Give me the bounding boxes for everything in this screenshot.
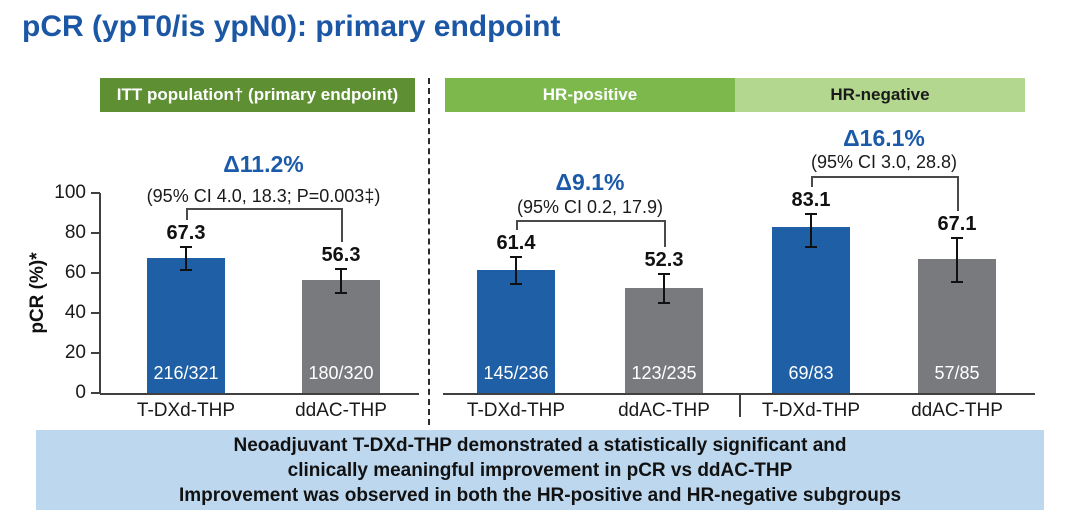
error-bar-cap-top bbox=[510, 255, 522, 258]
error-bar-cap-bottom bbox=[951, 281, 963, 283]
y-tick-mark bbox=[91, 272, 100, 274]
banner-line-3: Improvement was observed in both the HR-… bbox=[178, 484, 902, 506]
bar-count-label: 216/321 bbox=[153, 363, 219, 383]
panel-divider-dashed-line bbox=[428, 78, 430, 425]
y-tick-label: 20 bbox=[64, 342, 86, 363]
error-bar-cap-bottom bbox=[180, 269, 192, 272]
error-bar-line bbox=[663, 275, 665, 302]
bar-value-label: 67.1 bbox=[937, 213, 977, 236]
error-bar-cap-top bbox=[658, 273, 670, 276]
error-bar-cap-bottom bbox=[335, 291, 347, 294]
bar-value-label: 56.3 bbox=[321, 243, 361, 266]
bracket-leg-left-hr-negative bbox=[811, 176, 813, 187]
banner-line-1: Neoadjuvant T-DXd-THP demonstrated a sta… bbox=[233, 434, 847, 456]
y-tick-label: 100 bbox=[54, 182, 86, 203]
bracket-leg-right-hr-negative bbox=[957, 176, 959, 212]
y-tick-mark bbox=[91, 232, 100, 234]
ci-label-hr-positive: (95% CI 0.2, 17.9) bbox=[516, 197, 664, 217]
y-tick-mark bbox=[91, 312, 100, 314]
error-bar-line bbox=[515, 257, 517, 284]
banner-line-2: clinically meaningful improvement in pCR… bbox=[287, 459, 793, 481]
bar-hr-positive-t-dxd-thp bbox=[477, 270, 555, 393]
y-tick-mark bbox=[91, 352, 100, 354]
x-tick-label: ddAC-THP bbox=[295, 400, 387, 421]
y-axis-line bbox=[99, 193, 101, 393]
y-tick-label: 60 bbox=[64, 262, 86, 283]
bar-count-label: 57/85 bbox=[934, 363, 980, 383]
bracket-leg-left-itt bbox=[186, 208, 188, 221]
delta-label-hr-positive: Δ9.1% bbox=[555, 169, 625, 195]
bracket-horizontal-hr-negative bbox=[811, 176, 959, 178]
bar-itt-ddac-thp bbox=[302, 280, 380, 393]
y-tick-mark bbox=[91, 192, 100, 194]
bar-count-label: 123/235 bbox=[631, 363, 697, 383]
bar-count-label: 69/83 bbox=[788, 363, 834, 383]
x-tick-label: T-DXd-THP bbox=[136, 400, 236, 421]
panel-header-hr-positive: HR-positive bbox=[445, 78, 735, 112]
panel-header-itt: ITT population† (primary endpoint) bbox=[100, 78, 415, 112]
y-tick-label: 40 bbox=[64, 302, 86, 323]
bar-count-label: 180/320 bbox=[308, 363, 374, 383]
x-tick-label: ddAC-THP bbox=[911, 400, 1003, 421]
error-bar-line bbox=[340, 269, 342, 292]
error-bar-cap-bottom bbox=[805, 246, 817, 249]
slide-title: pCR (ypT0/is ypN0): primary endpoint bbox=[22, 10, 561, 43]
bar-itt-t-dxd-thp bbox=[147, 258, 225, 393]
error-bar-cap-top bbox=[180, 246, 192, 249]
error-bar-cap-top bbox=[335, 267, 347, 270]
error-bar-line bbox=[956, 239, 958, 281]
error-bar-cap-bottom bbox=[510, 283, 522, 286]
summary-banner: Neoadjuvant T-DXd-THP demonstrated a sta… bbox=[36, 430, 1044, 510]
bar-hr-positive-ddac-thp bbox=[625, 288, 703, 393]
error-bar-line bbox=[810, 215, 812, 247]
x-tick-label: T-DXd-THP bbox=[761, 400, 861, 421]
y-tick-mark bbox=[91, 392, 100, 394]
y-tick-label: 0 bbox=[75, 382, 86, 403]
error-bar-cap-top bbox=[951, 237, 963, 240]
bar-value-label: 83.1 bbox=[791, 189, 831, 211]
bar-value-label: 67.3 bbox=[166, 222, 206, 245]
bracket-horizontal-itt bbox=[186, 208, 343, 210]
bar-count-label: 145/236 bbox=[483, 363, 549, 383]
x-tick-label: ddAC-THP bbox=[618, 400, 710, 421]
bracket-leg-right-hr-positive bbox=[664, 220, 666, 248]
error-bar-cap-bottom bbox=[658, 301, 670, 304]
bracket-horizontal-hr-positive bbox=[516, 220, 666, 222]
error-bar-line bbox=[185, 248, 187, 270]
x-tick-label: T-DXd-THP bbox=[466, 400, 566, 421]
ci-label-itt: (95% CI 4.0, 18.3; P=0.003‡) bbox=[146, 186, 381, 206]
ci-label-hr-negative: (95% CI 3.0, 28.8) bbox=[810, 152, 958, 172]
delta-label-itt: Δ11.2% bbox=[223, 151, 304, 177]
bar-value-label: 52.3 bbox=[644, 249, 684, 272]
panel-header-hr-negative: HR-negative bbox=[735, 78, 1025, 112]
bracket-leg-right-itt bbox=[341, 208, 343, 242]
bar-hr-negative-t-dxd-thp bbox=[772, 226, 850, 393]
bar-value-label: 61.4 bbox=[496, 231, 536, 254]
y-tick-label: 80 bbox=[64, 222, 86, 243]
x-axis-line-itt bbox=[100, 393, 419, 395]
delta-label-hr-negative: Δ16.1% bbox=[843, 125, 925, 151]
subgroup-divider-tick bbox=[739, 393, 741, 417]
error-bar-cap-top bbox=[805, 213, 817, 215]
bracket-leg-left-hr-positive bbox=[516, 220, 518, 230]
